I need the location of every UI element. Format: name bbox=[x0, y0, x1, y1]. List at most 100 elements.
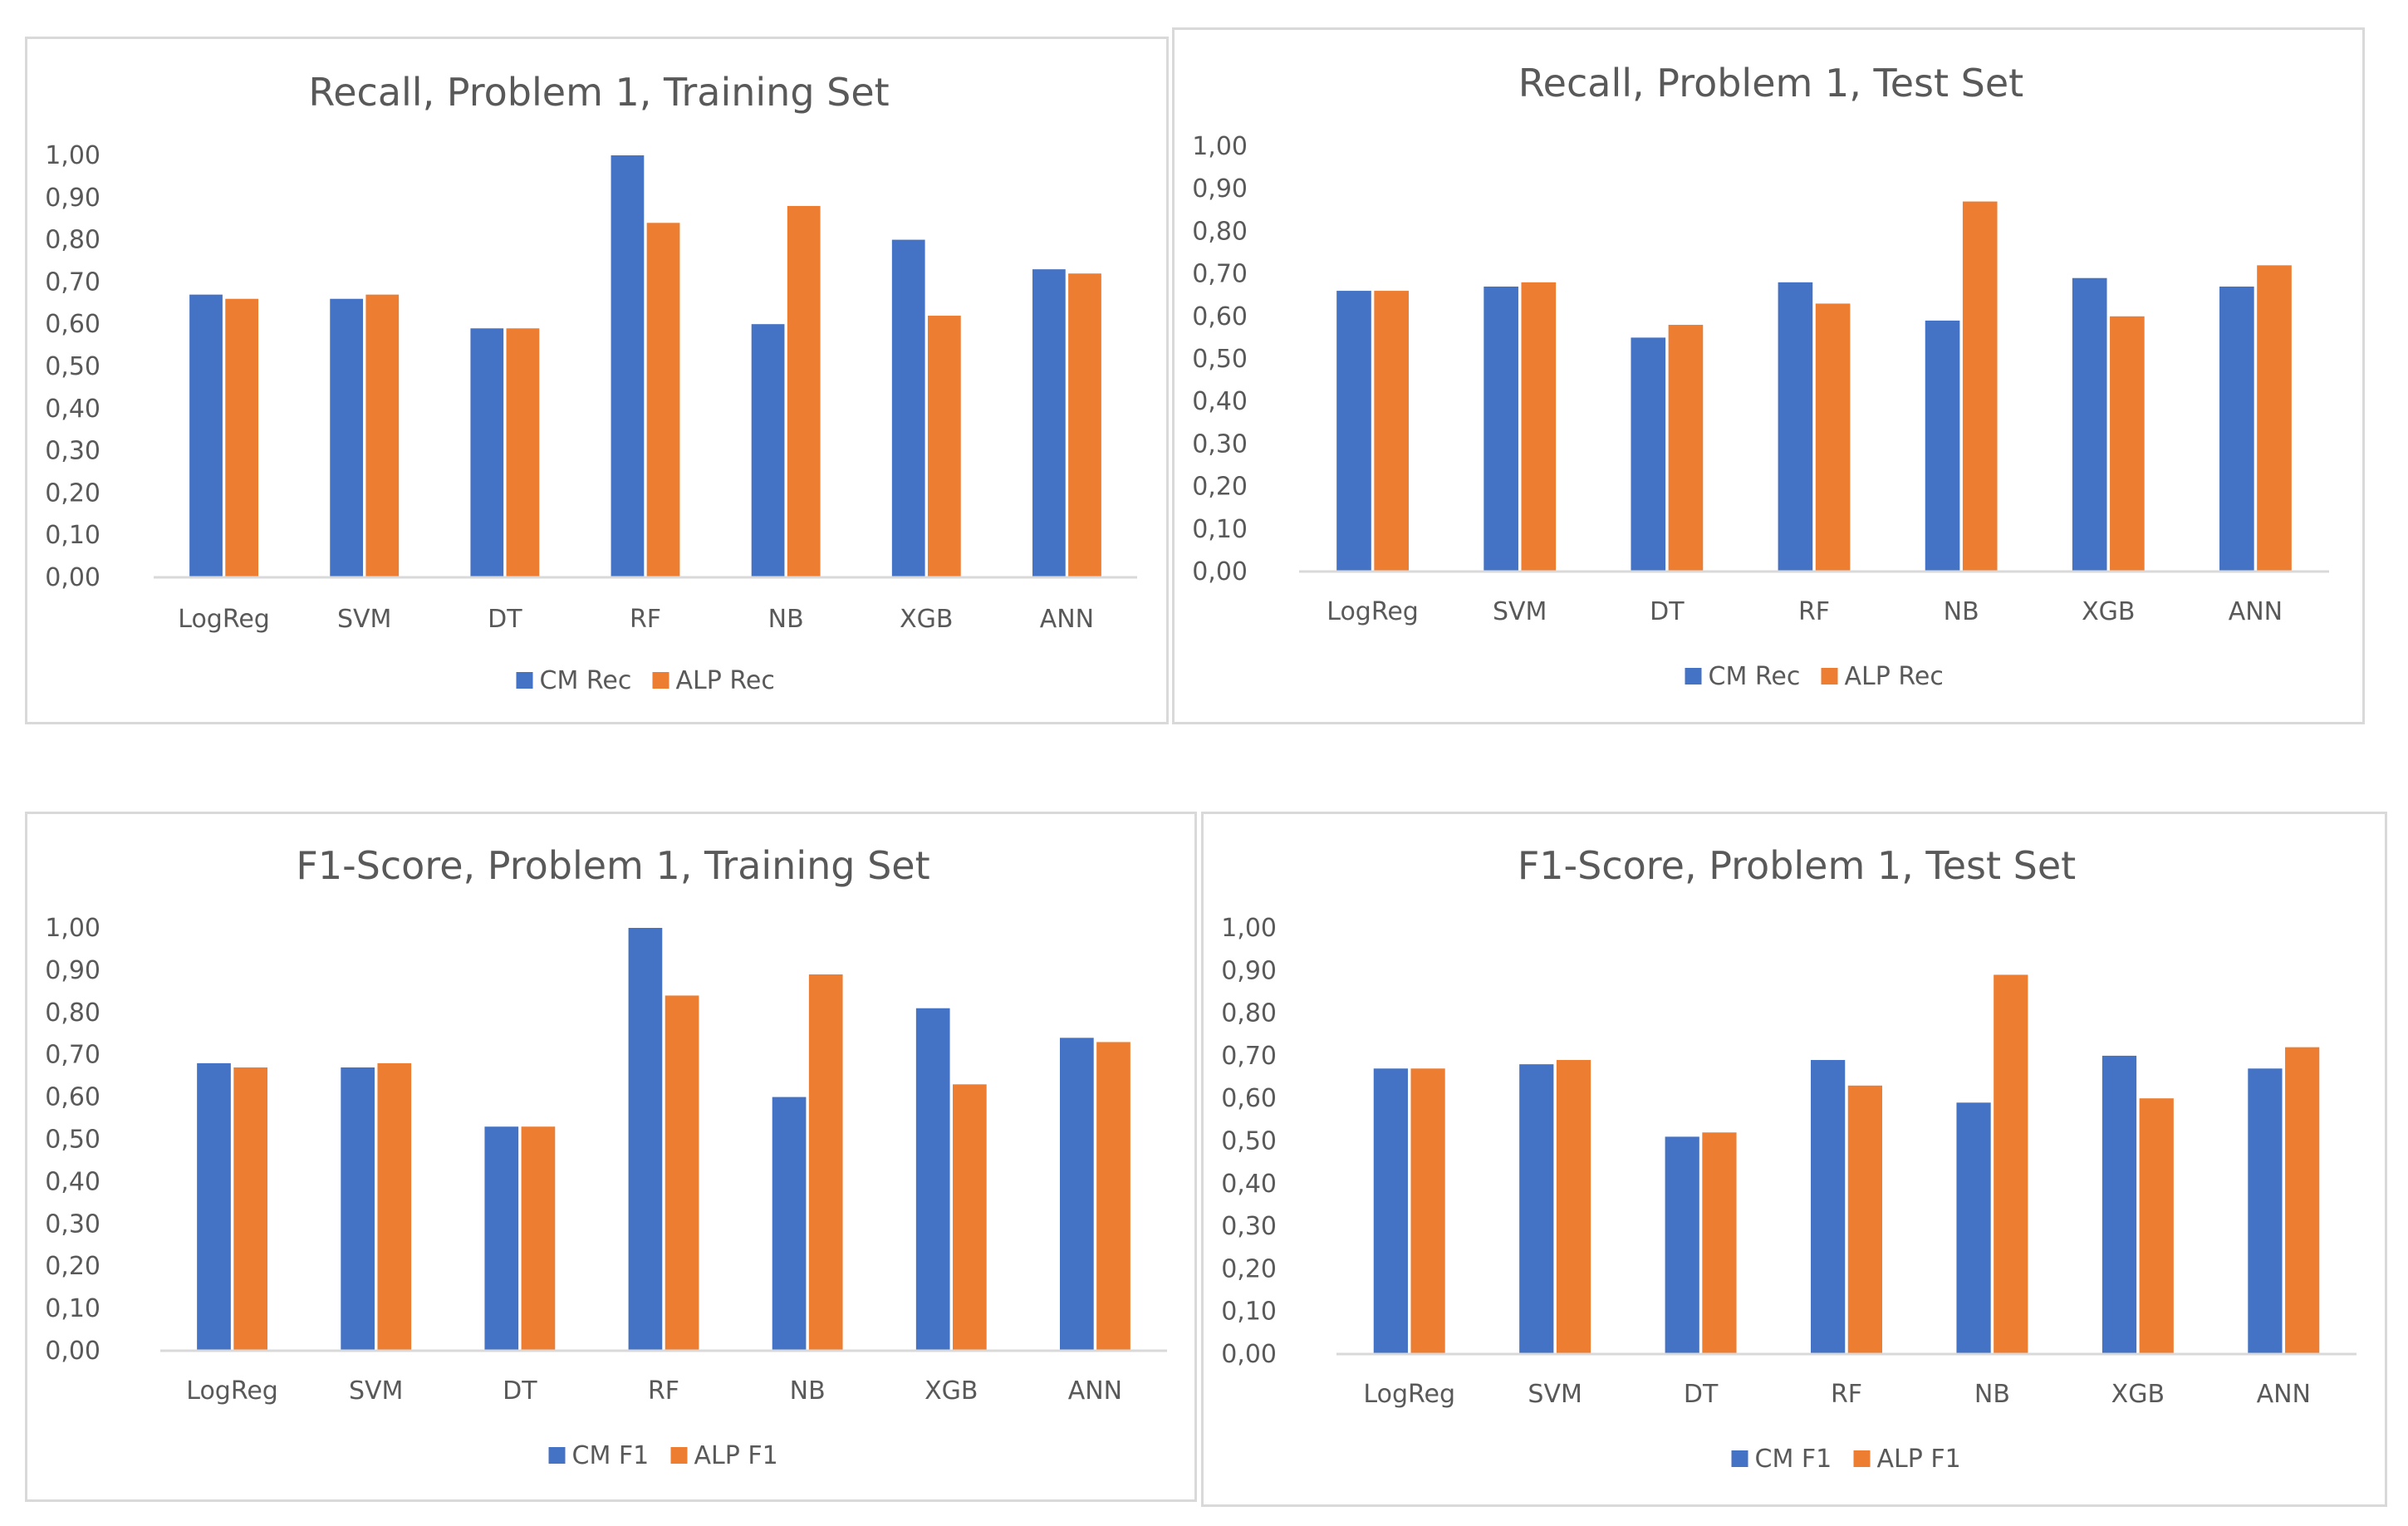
y-tick-label: 0,60 bbox=[45, 310, 101, 339]
chart-recall-train: Recall, Problem 1, Training Set 0,00 0,10… bbox=[25, 37, 1169, 724]
bar-cm-f1-svm bbox=[1519, 1064, 1554, 1354]
y-tick-label: 0,90 bbox=[45, 956, 101, 985]
x-tick-label: ANN bbox=[2229, 597, 2283, 626]
y-tick-label: 0,90 bbox=[1221, 956, 1277, 985]
recall-test-svg: Recall, Problem 1, Test Set 0,00 0,10 0,20… bbox=[1192, 61, 2329, 691]
bar-alp-rec-dt bbox=[506, 328, 540, 577]
y-tick-label: 0,40 bbox=[45, 395, 101, 424]
bar-cm-rec-logreg bbox=[1336, 291, 1371, 572]
y-tick-label: 0,10 bbox=[1192, 515, 1248, 544]
y-tick-label: 0,30 bbox=[45, 437, 101, 466]
x-axis: LogReg SVM DT RF NB XGB ANN bbox=[1363, 1380, 2311, 1409]
y-tick-label: 0,70 bbox=[45, 1041, 101, 1070]
bar-cm-rec-nb bbox=[1925, 320, 1960, 572]
chart-f1-test: F1-Score, Problem 1, Test Set 0,00 0,10 0,… bbox=[1201, 812, 2387, 1507]
y-tick-label: 0,90 bbox=[45, 184, 101, 213]
x-tick-label: RF bbox=[1831, 1380, 1862, 1409]
bar-alp-rec-rf bbox=[646, 223, 680, 577]
x-tick-label: SVM bbox=[1528, 1380, 1582, 1409]
x-tick-label: DT bbox=[488, 605, 522, 634]
bar-cm-f1-rf bbox=[628, 928, 663, 1351]
bar-cm-rec-xgb bbox=[2072, 277, 2107, 572]
y-axis: 0,00 0,10 0,20 0,30 0,40 0,50 0,60 0,70 0,80 0,90… bbox=[1192, 132, 1248, 586]
legend-swatch bbox=[1731, 1450, 1748, 1467]
y-tick-label: 0,00 bbox=[1221, 1340, 1277, 1369]
y-tick-label: 0,60 bbox=[1192, 302, 1248, 331]
bar-alp-f1-logreg bbox=[1410, 1068, 1445, 1354]
bars bbox=[189, 155, 1101, 577]
y-axis: 0,00 0,10 0,20 0,30 0,40 0,50 0,60 0,70 0,80 0,90… bbox=[45, 141, 101, 592]
legend-label: ALP Rec bbox=[1845, 662, 1944, 691]
y-tick-label: 0,30 bbox=[1221, 1212, 1277, 1241]
y-tick-label: 0,00 bbox=[45, 1337, 101, 1366]
f1-train-svg: F1-Score, Problem 1, Training Set 0,00 0,… bbox=[45, 843, 1167, 1470]
x-tick-label: NB bbox=[790, 1376, 826, 1406]
legend-swatch bbox=[1853, 1450, 1871, 1467]
y-tick-label: 0,40 bbox=[1192, 387, 1248, 416]
bar-cm-f1-ann bbox=[1060, 1038, 1094, 1351]
legend-swatch bbox=[1821, 668, 1838, 684]
bar-alp-f1-rf bbox=[665, 995, 699, 1351]
bar-cm-f1-rf bbox=[1811, 1060, 1846, 1354]
bar-alp-rec-xgb bbox=[2110, 316, 2145, 572]
y-tick-label: 0,70 bbox=[1192, 260, 1248, 289]
bar-cm-f1-nb bbox=[772, 1097, 807, 1351]
bar-alp-rec-svm bbox=[1521, 282, 1557, 572]
bar-alp-rec-logreg bbox=[1374, 291, 1409, 572]
x-axis: LogReg SVM DT RF NB XGB ANN bbox=[186, 1376, 1122, 1406]
y-tick-label: 0,20 bbox=[45, 478, 101, 508]
chart-f1-train: F1-Score, Problem 1, Training Set 0,00 0,… bbox=[25, 812, 1197, 1502]
bar-alp-rec-nb bbox=[787, 205, 821, 577]
x-tick-label: SVM bbox=[1493, 597, 1547, 626]
legend: CM Rec ALP Rec bbox=[1685, 662, 1944, 691]
y-tick-label: 0,50 bbox=[45, 1126, 101, 1155]
bar-cm-rec-dt bbox=[470, 328, 504, 577]
chart-title: Recall, Problem 1, Test Set bbox=[1518, 61, 2023, 105]
y-tick-label: 0,80 bbox=[45, 226, 101, 255]
legend: CM F1 ALP F1 bbox=[548, 1441, 778, 1470]
chart-title: F1-Score, Problem 1, Training Set bbox=[296, 843, 929, 888]
x-tick-label: ANN bbox=[1040, 605, 1094, 634]
x-tick-label: RF bbox=[1798, 597, 1830, 626]
bar-alp-f1-rf bbox=[1847, 1085, 1882, 1354]
y-axis: 0,00 0,10 0,20 0,30 0,40 0,50 0,60 0,70 0,80 0,90… bbox=[1221, 914, 1277, 1369]
y-tick-label: 0,00 bbox=[45, 563, 101, 592]
bar-cm-f1-svm bbox=[341, 1067, 375, 1351]
y-tick-label: 0,50 bbox=[1221, 1127, 1277, 1156]
y-tick-label: 0,80 bbox=[45, 999, 101, 1028]
y-tick-label: 1,00 bbox=[45, 141, 101, 170]
y-axis: 0,00 0,10 0,20 0,30 0,40 0,50 0,60 0,70 0,80 0,90… bbox=[45, 914, 101, 1366]
x-tick-label: DT bbox=[1650, 597, 1685, 626]
legend-label: ALP F1 bbox=[1877, 1445, 1961, 1474]
y-tick-label: 0,30 bbox=[1192, 429, 1248, 459]
x-tick-label: ANN bbox=[1068, 1376, 1122, 1406]
legend-label: ALP Rec bbox=[676, 666, 775, 695]
chart-recall-test: Recall, Problem 1, Test Set 0,00 0,10 0,20… bbox=[1172, 27, 2365, 724]
legend-label: CM Rec bbox=[540, 666, 632, 695]
legend-swatch bbox=[1685, 668, 1702, 684]
x-axis: LogReg SVM DT RF NB XGB ANN bbox=[1327, 597, 2283, 626]
y-tick-label: 1,00 bbox=[1192, 132, 1248, 161]
bar-alp-f1-xgb bbox=[953, 1084, 987, 1351]
y-tick-label: 1,00 bbox=[1221, 914, 1277, 943]
bar-alp-f1-xgb bbox=[2139, 1098, 2174, 1354]
legend-swatch bbox=[516, 672, 533, 689]
bar-cm-rec-ann bbox=[2219, 286, 2254, 572]
bar-cm-rec-rf bbox=[611, 155, 645, 577]
y-tick-label: 0,20 bbox=[1221, 1254, 1277, 1283]
legend-label: CM F1 bbox=[1755, 1445, 1832, 1474]
bar-cm-rec-rf bbox=[1778, 282, 1813, 572]
bar-cm-f1-nb bbox=[1956, 1102, 1991, 1354]
bar-cm-f1-logreg bbox=[1373, 1068, 1408, 1354]
y-tick-label: 1,00 bbox=[45, 914, 101, 943]
x-tick-label: XGB bbox=[924, 1376, 978, 1406]
y-tick-label: 0,30 bbox=[45, 1210, 101, 1239]
bar-alp-rec-logreg bbox=[225, 298, 259, 577]
x-tick-label: ANN bbox=[2257, 1380, 2311, 1409]
y-tick-label: 0,10 bbox=[45, 521, 101, 550]
y-tick-label: 0,60 bbox=[1221, 1084, 1277, 1113]
x-tick-label: NB bbox=[1944, 597, 1979, 626]
y-tick-label: 0,50 bbox=[1192, 345, 1248, 374]
x-axis: LogReg SVM DT RF NB XGB ANN bbox=[178, 605, 1094, 634]
y-tick-label: 0,10 bbox=[1221, 1298, 1277, 1327]
